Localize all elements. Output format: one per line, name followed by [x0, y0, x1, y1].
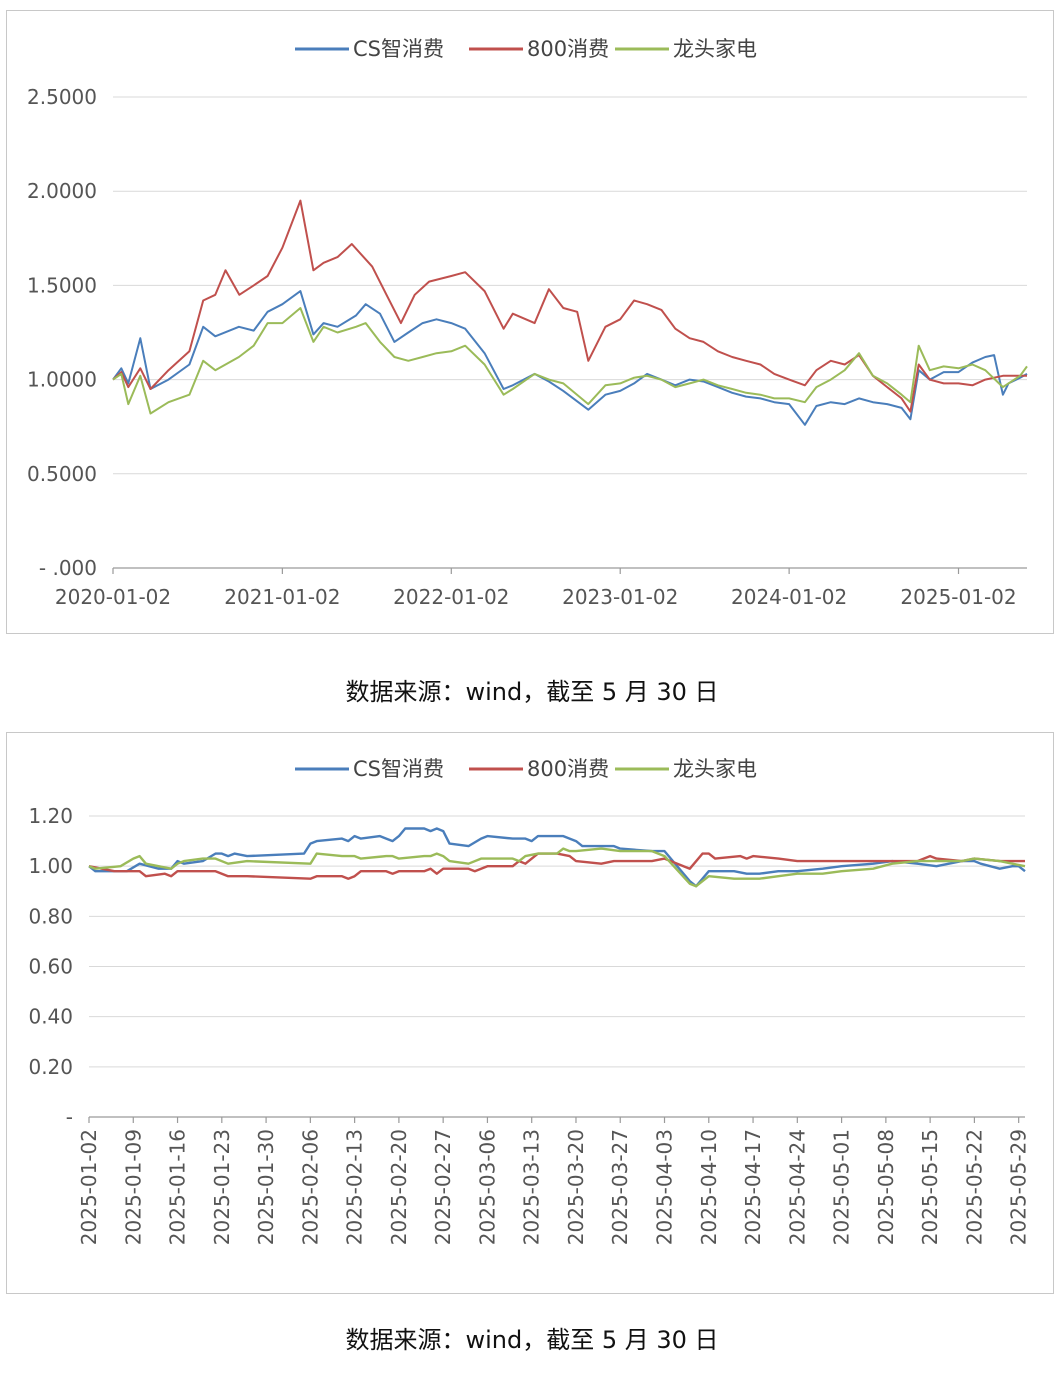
- series-line-1: [88, 827, 1026, 888]
- legend-label: 800消费: [527, 37, 609, 61]
- y-tick-label: -: [66, 1105, 73, 1129]
- series-line-1: [112, 290, 1028, 426]
- legend: CS智消费 800消费 龙头家电: [295, 37, 757, 61]
- x-tick-label: 2025-01-09: [121, 1129, 145, 1245]
- chart-panel-ytd: CS智消费 800消费 龙头家电 - 0.20 0.40 0.60 0.80 1.00 1.20 2…: [6, 732, 1054, 1294]
- x-tick-label: 2025-04-17: [741, 1129, 765, 1245]
- legend-label: 龙头家电: [673, 37, 757, 61]
- x-tick-label: 2025-02-06: [298, 1129, 322, 1245]
- legend: CS智消费 800消费 龙头家电: [295, 757, 757, 781]
- series-line-3: [88, 847, 1026, 888]
- source-caption: 数据来源：wind，截至 5 月 30 日: [345, 1326, 719, 1354]
- x-tick-label: 2025-01-02: [900, 585, 1016, 609]
- x-tick-label: 2025-02-20: [387, 1129, 411, 1245]
- x-tick-label: 2025-05-01: [830, 1129, 854, 1245]
- x-tick-label: 2025-03-06: [475, 1129, 499, 1245]
- x-tick-label: 2025-02-27: [431, 1129, 455, 1245]
- x-tick-label: 2025-03-20: [564, 1129, 588, 1245]
- x-tick-label: 2024-01-02: [731, 585, 847, 609]
- x-tick-label: 2025-05-08: [874, 1129, 898, 1245]
- y-tick-label: 1.00: [28, 854, 73, 878]
- line-chart-ytd: CS智消费 800消费 龙头家电 - 0.20 0.40 0.60 0.80 1.00 1.20 2…: [28, 757, 1031, 1245]
- y-tick-label: 2.0000: [27, 179, 97, 203]
- series-line-3: [112, 307, 1028, 415]
- y-tick-label: - .000: [39, 556, 97, 580]
- series-line-2: [88, 852, 1025, 880]
- y-tick-label: 0.20: [28, 1055, 73, 1079]
- x-tick-label: 2025-01-30: [254, 1129, 278, 1245]
- y-tick-label: 1.0000: [27, 368, 97, 392]
- x-tick-label: 2021-01-02: [224, 585, 340, 609]
- legend-label: 800消费: [527, 757, 609, 781]
- y-tick-label: 0.5000: [27, 462, 97, 486]
- source-caption: 数据来源：wind，截至 5 月 30 日: [345, 678, 719, 706]
- x-tick-label: 2025-03-13: [520, 1129, 544, 1245]
- chart-panel-long-term: CS智消费 800消费 龙头家电 - .000 0.5000 1.0000 1.5000 2.…: [6, 10, 1054, 634]
- legend-label: 龙头家电: [673, 757, 757, 781]
- y-tick-label: 0.40: [28, 1005, 73, 1029]
- x-tick-label: 2022-01-02: [393, 585, 509, 609]
- x-tick-label: 2025-03-27: [608, 1129, 632, 1245]
- x-tick-label: 2025-04-03: [653, 1129, 677, 1245]
- x-tick-label: 2025-01-02: [77, 1129, 101, 1245]
- x-tick-label: 2023-01-02: [562, 585, 678, 609]
- series-line-2: [112, 199, 1027, 413]
- y-tick-label: 1.5000: [27, 273, 97, 297]
- line-chart-long-term: CS智消费 800消费 龙头家电 - .000 0.5000 1.0000 1.5000 2.…: [27, 37, 1028, 609]
- y-tick-label: 1.20: [28, 804, 73, 828]
- legend-label: CS智消费: [353, 757, 444, 781]
- x-tick-label: 2025-01-16: [166, 1129, 190, 1245]
- x-tick-label: 2020-01-02: [55, 585, 171, 609]
- x-tick-label: 2025-05-29: [1007, 1129, 1031, 1245]
- x-tick-label: 2025-04-10: [697, 1129, 721, 1245]
- y-tick-label: 2.5000: [27, 85, 97, 109]
- legend-label: CS智消费: [353, 37, 444, 61]
- y-tick-label: 0.60: [28, 955, 73, 979]
- x-tick-label: 2025-02-13: [343, 1129, 367, 1245]
- x-tick-label: 2025-04-24: [785, 1129, 809, 1245]
- x-tick-label: 2025-05-22: [962, 1129, 986, 1245]
- x-tick-label: 2025-05-15: [918, 1129, 942, 1245]
- x-tick-label: 2025-01-23: [210, 1129, 234, 1245]
- y-tick-label: 0.80: [28, 904, 73, 928]
